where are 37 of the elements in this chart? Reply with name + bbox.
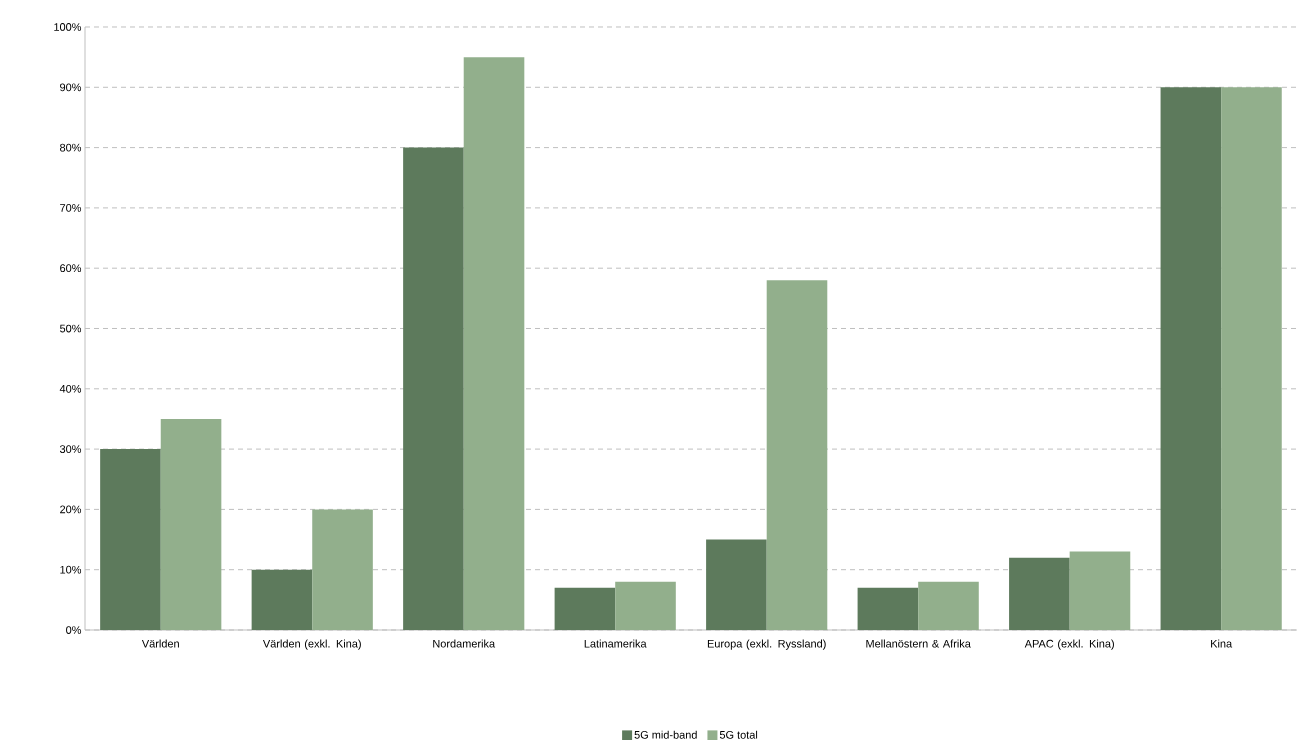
- bar: [1069, 551, 1131, 630]
- bar: [1160, 87, 1222, 630]
- x-tick-label: Latinamerika: [584, 639, 647, 648]
- y-tick-label: 100%: [54, 23, 82, 31]
- x-tick-label: Världen: [141, 639, 179, 648]
- y-tick-label: 0%: [66, 626, 82, 634]
- bar: [403, 147, 464, 630]
- bar: [766, 280, 828, 630]
- y-tick-label: 20%: [60, 505, 82, 514]
- x-tick-label: APAC (exkl. Kina): [1024, 639, 1114, 650]
- y-tick-label: 10%: [60, 565, 82, 574]
- x-tick-label: Europa (exkl. Ryssland): [707, 639, 826, 650]
- x-tick-label: Kina: [1211, 639, 1233, 648]
- bar: [100, 449, 161, 630]
- bar: [706, 539, 767, 630]
- x-tick-label: Mellanöstern & Afrika: [866, 639, 971, 648]
- legend-label: 5G total: [719, 730, 758, 739]
- bar: [615, 581, 676, 630]
- y-tick-label: 30%: [59, 445, 82, 453]
- bar: [312, 509, 373, 630]
- x-tick-label: Världen (exkl. Kina): [262, 639, 361, 650]
- y-tick-label: 60%: [60, 264, 82, 273]
- legend-label: 5G mid-band: [634, 730, 697, 739]
- y-tick-label: 90%: [60, 83, 82, 92]
- bar: [857, 587, 919, 630]
- bar: [160, 418, 222, 630]
- y-tick-label: 40%: [59, 384, 82, 393]
- bar: [463, 57, 525, 630]
- bar: [554, 587, 616, 630]
- x-tick-label: Nordamerika: [433, 639, 496, 648]
- y-tick-label: 50%: [59, 324, 82, 333]
- bar: [918, 581, 979, 630]
- bar: [1221, 87, 1282, 630]
- y-tick-label: 80%: [60, 143, 82, 152]
- bar: [1009, 557, 1070, 630]
- y-tick-label: 70%: [60, 204, 82, 212]
- bar: [251, 569, 313, 630]
